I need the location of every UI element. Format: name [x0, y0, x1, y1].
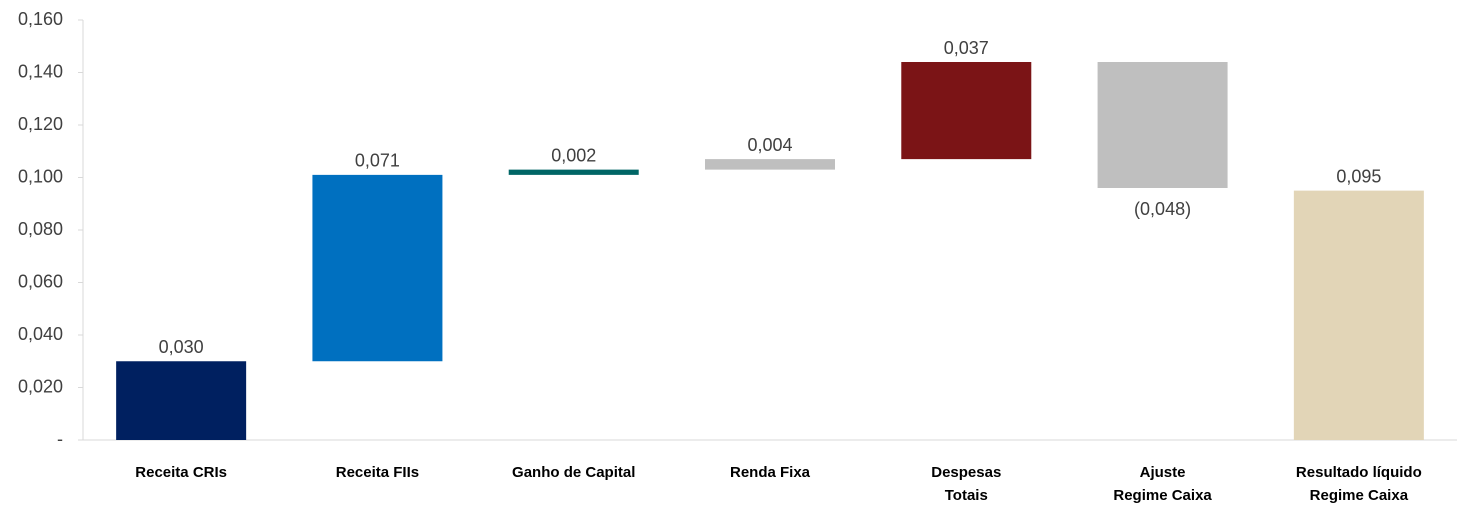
y-tick-label: - — [57, 429, 63, 449]
y-tick-label: 0,020 — [18, 376, 63, 396]
value-label: 0,095 — [1336, 166, 1381, 186]
x-tick-label: Renda Fixa — [730, 464, 811, 481]
bar — [1097, 62, 1228, 188]
bar — [705, 159, 835, 170]
x-tick-label: Receita CRIs — [135, 464, 227, 481]
bar — [116, 361, 247, 440]
bar — [901, 62, 1032, 160]
x-tick-label: Ganho de Capital — [512, 464, 635, 481]
y-tick-label: 0,040 — [18, 324, 63, 344]
y-tick-label: 0,140 — [18, 61, 63, 81]
y-tick-label: 0,080 — [18, 219, 63, 239]
value-label: (0,048) — [1134, 199, 1191, 219]
x-tick-label: Despesas Totais — [931, 464, 1001, 504]
value-label: 0,037 — [944, 38, 989, 58]
value-label: 0,002 — [551, 145, 596, 165]
value-label: 0,030 — [159, 337, 204, 357]
x-tick-label: Resultado líquido Regime Caixa — [1296, 464, 1422, 504]
y-tick-label: 0,060 — [18, 271, 63, 291]
y-tick-label: 0,100 — [18, 166, 63, 186]
x-tick-label: Receita FIIs — [336, 464, 419, 481]
value-label: 0,004 — [747, 135, 792, 155]
x-tick-label: Ajuste Regime Caixa — [1113, 464, 1212, 504]
value-label: 0,071 — [355, 151, 400, 171]
bar — [1293, 190, 1424, 440]
y-tick-label: 0,120 — [18, 114, 63, 134]
y-tick-label: 0,160 — [18, 9, 63, 29]
bar — [508, 169, 639, 175]
bar — [312, 174, 443, 362]
